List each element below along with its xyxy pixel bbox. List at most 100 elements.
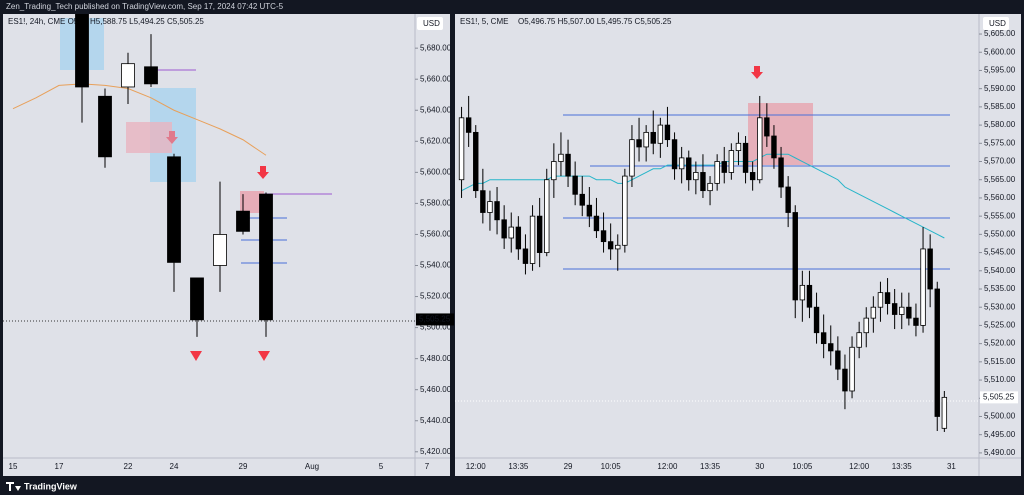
y-tick-label: 5,550.00 [984, 229, 1016, 238]
y-tick-label: 5,500.00 [984, 412, 1016, 421]
y-tick-label: 5,640.00 [420, 105, 452, 114]
candle-body [749, 172, 756, 181]
candle-body [806, 284, 813, 308]
candle-body [721, 161, 727, 173]
candle-body [742, 142, 749, 173]
candle-body [828, 343, 834, 352]
candle-body [650, 131, 656, 144]
x-tick-label: 30 [755, 462, 764, 471]
y-tick-label: 5,580.00 [984, 120, 1016, 129]
symbol-legend: ES1!, 5, CME [460, 17, 508, 26]
x-tick-label: 10:05 [601, 462, 622, 471]
left-drawings [3, 18, 415, 361]
x-tick-label: 12:00 [466, 462, 487, 471]
candle-body [643, 131, 649, 148]
candle-body [792, 212, 798, 301]
candle-body [884, 292, 891, 304]
candle-body [487, 201, 493, 213]
y-tick-label: 5,420.00 [420, 447, 452, 456]
y-tick-label: 5,500.00 [420, 323, 452, 332]
candle-body [558, 153, 564, 162]
candle-body [622, 175, 628, 246]
y-tick-label: 5,440.00 [420, 416, 452, 425]
brand: TradingView [24, 481, 78, 491]
candle-body [508, 226, 514, 239]
y-tick-label: 5,575.00 [984, 138, 1016, 147]
candle-body [785, 186, 791, 213]
x-tick-label: 12:00 [657, 462, 678, 471]
candle-body [778, 157, 784, 188]
candle-body [877, 292, 884, 308]
y-tick-label: 5,460.00 [420, 385, 452, 394]
zone [240, 191, 264, 213]
y-tick-label: 5,620.00 [420, 136, 452, 145]
y-tick-label: 5,560.00 [984, 193, 1016, 202]
last-price-box [980, 391, 1018, 404]
candle-body [913, 317, 919, 326]
candle-body [607, 241, 614, 250]
candle-body [144, 66, 158, 85]
y-tick-label: 5,680.00 [420, 43, 452, 52]
y-tick-label: 5,585.00 [984, 102, 1016, 111]
y-tick-label: 5,495.00 [984, 430, 1016, 439]
candle-body [771, 135, 777, 159]
candle-body [664, 124, 671, 141]
candle-body [849, 346, 855, 392]
candle-body [636, 139, 642, 148]
x-tick-label: 10:05 [792, 462, 813, 471]
y-tick-label: 5,600.00 [984, 47, 1016, 56]
last-price-label: 5,505.25 [983, 392, 1015, 401]
currency: USD [423, 19, 440, 28]
marker [258, 351, 270, 361]
candle-body [941, 396, 948, 429]
candle-body [458, 117, 465, 181]
last-price-box [416, 313, 454, 326]
candle-body [693, 172, 699, 181]
candle-body [714, 161, 720, 184]
x-tick-label: Aug [305, 462, 319, 471]
candle-body [121, 63, 135, 88]
candle-body [728, 150, 735, 173]
candle-body [465, 117, 472, 133]
candle-body [927, 248, 933, 290]
arrow [257, 166, 269, 179]
candle-body [891, 303, 898, 315]
x-tick-label: 7 [425, 462, 430, 471]
candle-body [870, 306, 877, 319]
y-tick-label: 5,515.00 [984, 357, 1016, 366]
candle-body [167, 156, 181, 263]
candle-body [813, 306, 820, 334]
y-tick-label: 5,545.00 [984, 248, 1016, 257]
candle-body [906, 306, 912, 319]
plot [12, 14, 273, 337]
y-tick-label: 5,555.00 [984, 211, 1016, 220]
y-tick-label: 5,490.00 [984, 448, 1016, 457]
candle-body [835, 350, 841, 370]
y-tick-label: 5,535.00 [984, 284, 1016, 293]
candle-body [213, 234, 227, 266]
candle-body [259, 193, 273, 321]
currency-box [983, 17, 1009, 30]
y-tick-label: 5,590.00 [984, 84, 1016, 93]
symbol-legend: ES1!, 24h, CME O5,5 [8, 17, 85, 26]
y-tick-label: 5,510.00 [984, 375, 1016, 384]
candle-body [629, 139, 635, 177]
y-tick-label: 5,565.00 [984, 175, 1016, 184]
candle-body [480, 190, 486, 213]
candle-body [551, 161, 557, 181]
candle-body [536, 215, 543, 253]
y-tick-label: 5,595.00 [984, 66, 1016, 75]
candle-body [678, 157, 685, 170]
y-tick-label: 5,600.00 [420, 167, 452, 176]
candle-body [615, 244, 621, 250]
candle-body [707, 182, 713, 192]
x-tick-label: 24 [170, 462, 179, 471]
y-tick-label: 5,605.00 [984, 29, 1016, 38]
currency-box [417, 17, 443, 30]
candle-body [75, 14, 89, 88]
ohlc-legend: H5,588.75 L5,494.25 C5,505.25 [90, 17, 204, 26]
candle-body [501, 219, 507, 239]
x-tick-label: 13:35 [700, 462, 721, 471]
logo [6, 482, 21, 491]
candle-body [473, 131, 479, 192]
